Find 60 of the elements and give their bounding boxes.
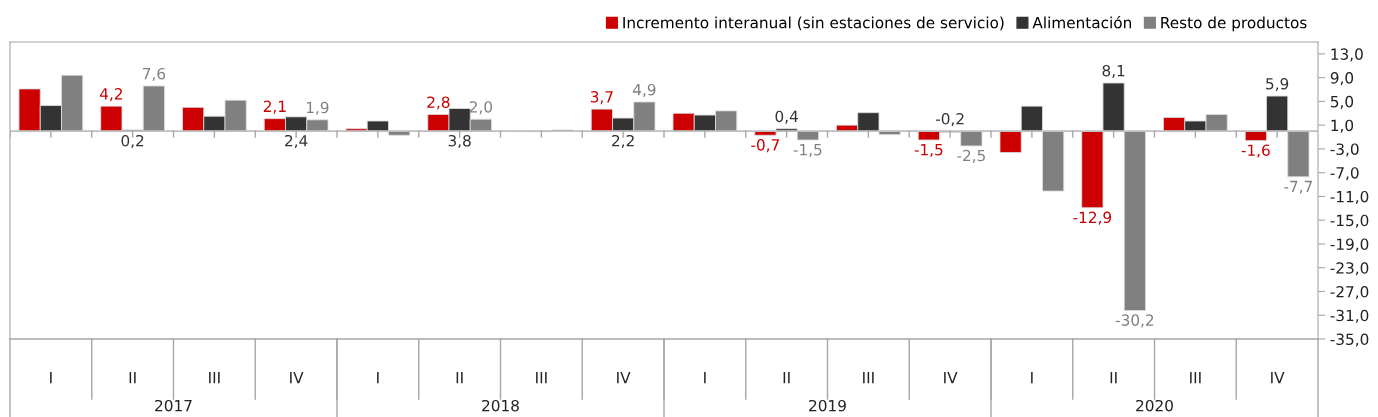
data-label: 8,1 [1102,64,1125,79]
y-tick-label: 1,0 [1331,119,1354,133]
data-label: 2,2 [612,134,634,149]
data-label: 4,2 [99,88,122,102]
y-tick-label: -23,0 [1330,262,1369,276]
x-tick-label: II [456,372,463,384]
data-label: -0,2 [935,113,964,127]
x-tick-label: I [704,372,706,384]
data-label: -12,9 [1073,211,1112,225]
x-tick-label: I [377,372,379,384]
data-label: 3,7 [590,91,613,105]
y-tick-label: 13,0 [1331,48,1363,62]
data-label: -0,7 [751,139,779,153]
data-label: 1,9 [306,101,329,115]
y-tick-label: -27,0 [1330,285,1369,300]
data-label: 2,1 [263,100,286,114]
x-tick-label: IV [1271,372,1285,384]
data-label: 2,0 [469,101,493,115]
data-label: 0,4 [775,110,798,124]
x-tick-label: IV [290,372,304,384]
y-tick-label: -19,0 [1330,238,1369,252]
x-tick-label: II [129,372,136,384]
x-tick-label: II [1110,372,1117,384]
text: 2020 [1136,399,1173,412]
data-label: -1,6 [1241,144,1270,158]
x-tick-label: I [1031,372,1033,384]
data-label: 2,4 [285,134,308,149]
y-tick-label: -35,0 [1330,333,1369,347]
text: 2019 [809,399,846,412]
x-tick-label: III [209,372,220,384]
y-tick-label: 9,0 [1330,72,1354,86]
y-tick-label: -11,0 [1330,190,1369,205]
legend-label: Resto de productos [1161,16,1307,32]
data-label: 4,9 [632,83,656,98]
x-tick-label: II [783,372,790,384]
y-tick-label: -15,0 [1330,214,1369,228]
data-label: -1,5 [914,144,943,157]
data-label: -7,7 [1284,180,1312,194]
y-tick-label: -3,0 [1330,143,1359,157]
text: 2017 [155,399,192,412]
legend-label: Incremento interanual (sin estaciones de servicio) [623,16,1004,31]
data-label: 5,9 [1266,77,1289,92]
data-label: 7,6 [142,67,166,81]
data-label: 0,2 [121,134,144,149]
text: 2018 [482,399,519,412]
data-label: 2,8 [427,96,450,110]
x-tick-label: III [1190,372,1201,384]
y-tick-label: 5,0 [1330,95,1354,109]
data-label: -1,5 [793,144,822,157]
y-tick-label: -31,0 [1330,309,1369,323]
x-tick-label: I [50,372,52,384]
y-tick-label: -7,0 [1330,167,1359,181]
data-label: -2,5 [957,149,985,163]
data-label: -30,2 [1115,314,1154,328]
x-tick-label: III [863,372,874,384]
legend-label: Alimentación [1032,15,1132,29]
x-tick-label: III [536,372,547,384]
x-tick-label: IV [944,372,958,384]
data-label: 3,8 [448,134,471,149]
x-tick-label: IV [617,372,631,384]
